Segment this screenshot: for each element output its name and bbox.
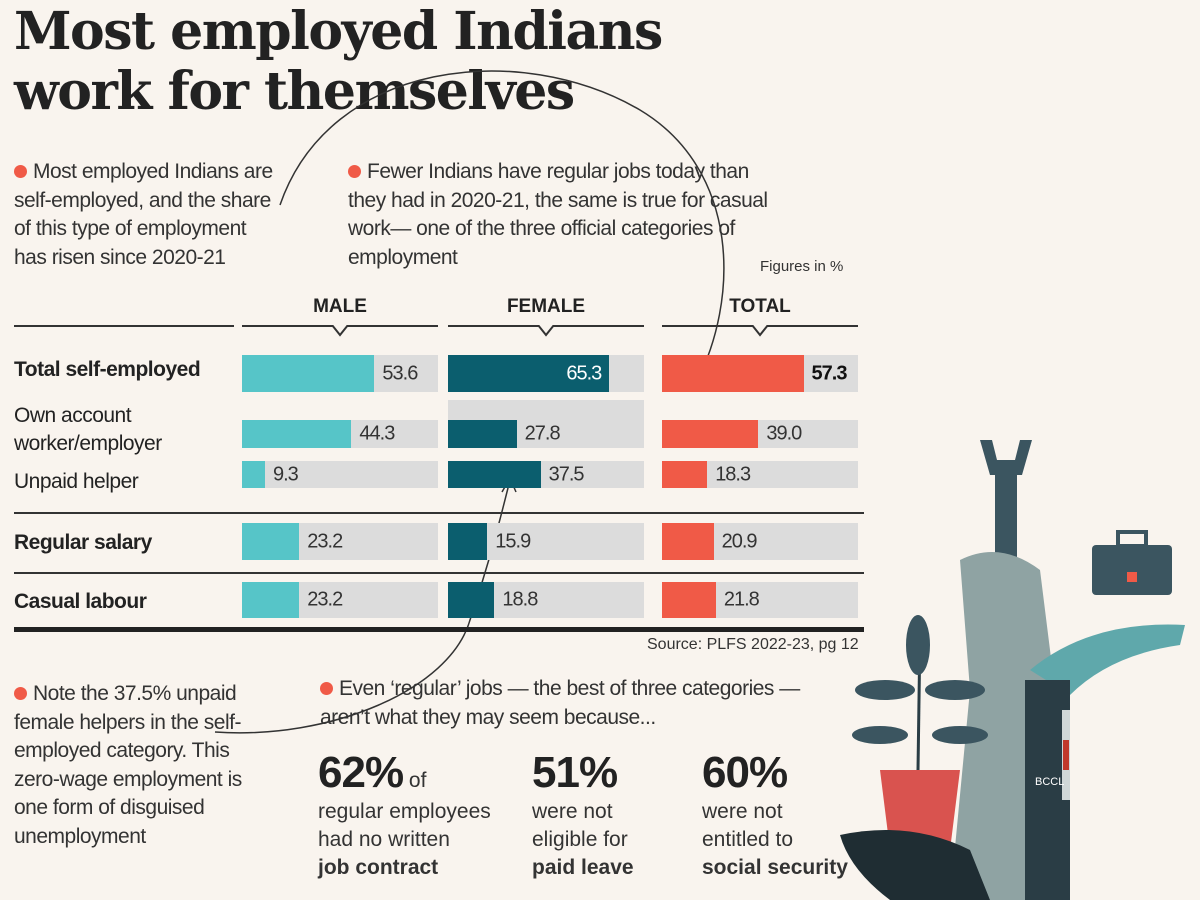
row-divider bbox=[14, 572, 864, 574]
briefcase-icon bbox=[1092, 545, 1172, 595]
column-header: TOTAL bbox=[729, 296, 791, 317]
bar-value-label: 39.0 bbox=[766, 422, 802, 445]
bullet-icon bbox=[14, 165, 27, 178]
bar-female bbox=[448, 420, 517, 448]
note-bottom-left: Note the 37.5% unpaid female helpers in … bbox=[14, 682, 242, 848]
row-label: Total self-employed bbox=[14, 358, 201, 381]
bullet-icon bbox=[320, 682, 333, 695]
row-label: Casual labour bbox=[14, 590, 147, 613]
bar-value-label: 57.3 bbox=[811, 362, 848, 384]
bar-total bbox=[662, 355, 804, 392]
bar-track: 9.3 bbox=[242, 461, 438, 488]
column-header: MALE bbox=[313, 296, 367, 317]
bar-total bbox=[662, 582, 716, 618]
bar-value-label: 18.8 bbox=[502, 588, 538, 611]
note-left: Most employed Indians are self-employed,… bbox=[14, 160, 273, 269]
units-note: Figures in % bbox=[760, 258, 844, 275]
bar-value-label: 65.3 bbox=[566, 362, 602, 384]
bar-track: 18.3 bbox=[662, 461, 858, 488]
bar-male bbox=[242, 461, 265, 488]
bar-value-label: 53.6 bbox=[382, 362, 418, 384]
bar-total bbox=[662, 461, 708, 488]
bar-track: 20.9 bbox=[662, 523, 858, 560]
row-label: Own account worker/employer bbox=[14, 404, 162, 455]
bar-track: 57.3 bbox=[662, 355, 858, 392]
bar-track: 53.6 bbox=[242, 355, 438, 392]
bar-value-label: 37.5 bbox=[548, 463, 585, 485]
bar-track: 39.0 bbox=[662, 420, 858, 448]
bar-male bbox=[242, 523, 300, 560]
bar-value-label: 20.9 bbox=[721, 530, 758, 552]
stat-3: 60% were not entitled to social security bbox=[702, 748, 848, 879]
bar-value-label: 18.3 bbox=[715, 463, 751, 485]
plant-pot-icon bbox=[880, 770, 960, 850]
bar-male bbox=[242, 420, 352, 448]
watermark: BCCL bbox=[1035, 776, 1064, 788]
note-bottom-mid: Even ‘regular’ jobs — the best of three … bbox=[320, 677, 800, 729]
bar-track: 23.2 bbox=[242, 582, 438, 618]
row-label: Unpaid helper bbox=[14, 470, 139, 493]
bar-track: 37.5 bbox=[448, 461, 644, 488]
bar-track: 23.2 bbox=[242, 523, 438, 560]
divider bbox=[14, 325, 234, 327]
bar-female bbox=[448, 461, 541, 488]
bar-track: 65.3 bbox=[448, 355, 644, 392]
row-label: Regular salary bbox=[14, 531, 152, 554]
note-middle: Fewer Indians have regular jobs today th… bbox=[348, 160, 768, 269]
bar-female bbox=[448, 523, 488, 560]
stat-2: 51% were not eligible for paid leave bbox=[532, 748, 634, 879]
illustration: BCCL bbox=[840, 440, 1185, 900]
bar-male bbox=[242, 355, 375, 392]
bar-track: 27.8 bbox=[448, 400, 644, 448]
leaf-icon bbox=[906, 615, 930, 675]
bar-value-label: 23.2 bbox=[307, 588, 343, 611]
bar-value-label: 21.8 bbox=[723, 588, 760, 611]
chart-bottom-rule bbox=[14, 627, 864, 632]
bar-track: 44.3 bbox=[242, 420, 438, 448]
bar-value-label: 44.3 bbox=[359, 422, 395, 445]
source: Source: PLFS 2022-23, pg 12 bbox=[647, 636, 859, 653]
bar-total bbox=[662, 420, 759, 448]
bar-track: 15.9 bbox=[448, 523, 644, 560]
bar-value-label: 27.8 bbox=[524, 422, 561, 445]
bar-male bbox=[242, 582, 300, 618]
bar-total bbox=[662, 523, 714, 560]
bar-female bbox=[448, 582, 495, 618]
column-header: FEMALE bbox=[506, 296, 586, 317]
bar-female bbox=[448, 355, 610, 392]
bar-value-label: 9.3 bbox=[272, 463, 299, 485]
bar-value-label: 15.9 bbox=[495, 530, 531, 552]
stat-1: 62% of regular employees had no written job… bbox=[318, 748, 491, 879]
bar-track: 18.8 bbox=[448, 582, 644, 618]
row-divider bbox=[14, 512, 864, 514]
bar-value-label: 23.2 bbox=[307, 530, 343, 552]
bullet-icon bbox=[14, 687, 27, 700]
arrow-to-total bbox=[279, 70, 725, 386]
bar-track: 21.8 bbox=[662, 582, 858, 618]
bullet-icon bbox=[348, 165, 361, 178]
